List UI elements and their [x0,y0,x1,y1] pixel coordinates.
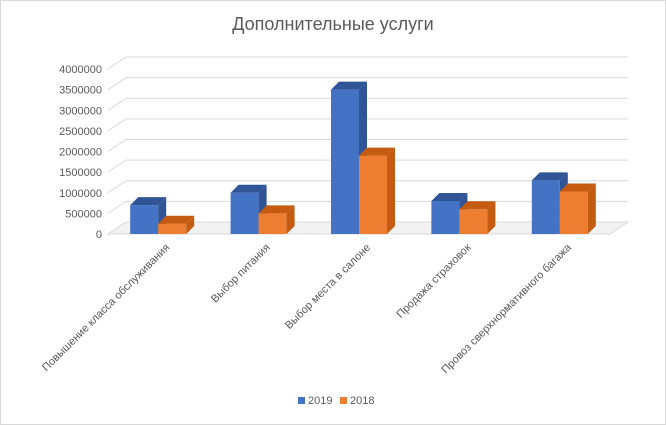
gridline [107,180,628,194]
category-label: Выбор места в салоне [283,242,373,332]
gridline [107,159,628,173]
y-tick-label: 4000000 [59,64,102,76]
bar-top [158,215,195,224]
wall-edge [107,221,127,235]
bars [130,81,596,234]
category-labels: Повышение класса обслуживания Выбор питан… [40,241,575,376]
bar-front [459,209,488,234]
bar [359,147,395,234]
y-tick-label: 500000 [65,208,102,220]
bar [158,215,195,234]
bar [559,183,596,234]
bar-side [387,147,395,234]
gridline [107,97,628,111]
y-tick-label: 1500000 [59,167,102,179]
legend-swatch [340,397,347,404]
category-label: Выбор питания [209,242,273,306]
gridline [107,118,628,132]
y-axis-ticks: 0 500000 1000000 1500000 2000000 2500000 30000… [59,64,102,241]
gridline [107,77,628,91]
bar-front [559,191,588,234]
bar-side [286,205,295,234]
chart-title: Дополнительные услуги [232,14,433,34]
bar-front [431,201,460,234]
y-tick-label: 2500000 [59,126,102,138]
bar-front [130,205,159,234]
y-tick-label: 3000000 [59,105,102,117]
gridlines [107,56,628,214]
bar-top [331,81,367,90]
legend: 2019 2018 [298,395,374,407]
bar-front [359,155,387,234]
y-tick-label: 3500000 [59,85,102,97]
bar-side [487,201,496,234]
bar-top [431,193,468,201]
y-tick-label: 2000000 [59,147,102,159]
bar-front [331,89,359,234]
bar-front [158,223,187,234]
bar [459,201,496,234]
bar-front [531,180,560,234]
gridline [107,56,628,70]
bar-top [531,172,568,181]
y-tick-label: 0 [96,229,102,241]
category-label: Повышение класса обслуживания [40,242,172,374]
category-label: Продажа страховок [394,242,473,321]
bar-top [459,201,496,210]
bar-top [559,183,596,192]
bar-front [230,192,259,234]
bar-top [230,184,267,193]
bar-top [130,197,167,206]
y-tick-label: 1000000 [59,188,102,200]
gridline [107,139,628,152]
legend-swatch [298,397,305,404]
bar-side [587,183,596,234]
bar-top [359,147,395,156]
legend-label: 2018 [350,395,374,407]
legend-label: 2019 [308,395,332,407]
bar [258,205,295,234]
bar-front [258,213,287,234]
bar-side [186,215,195,234]
bar-top [258,205,295,214]
